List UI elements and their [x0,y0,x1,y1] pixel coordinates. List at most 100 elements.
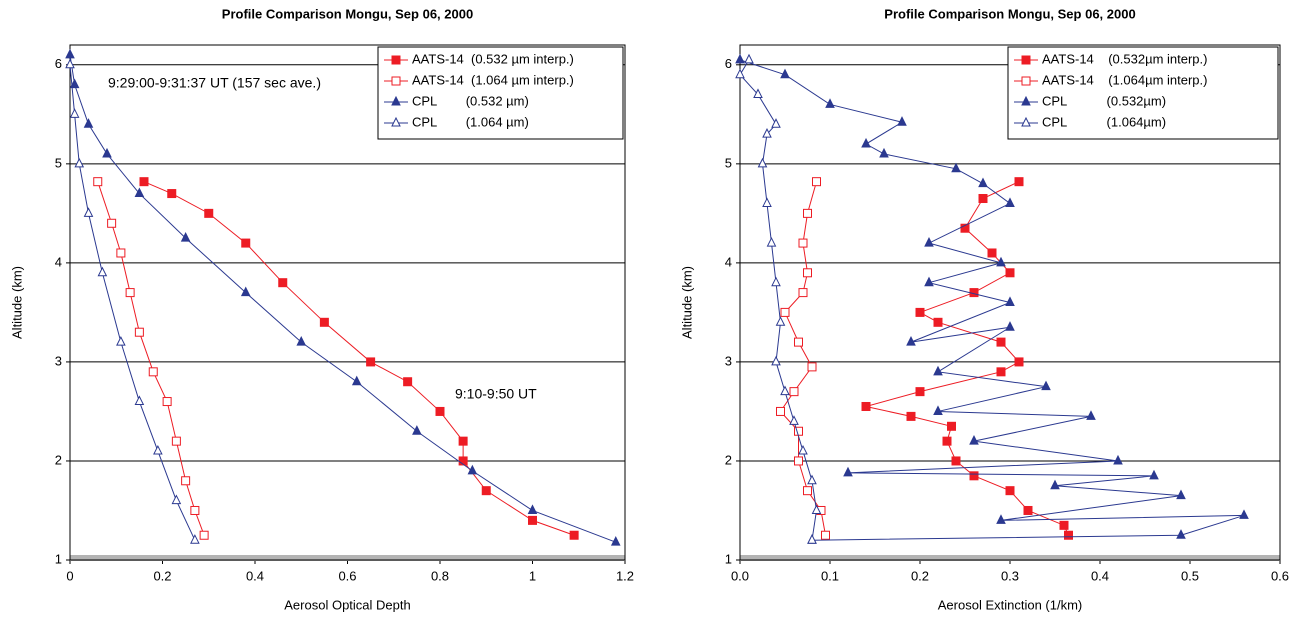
data-point [811,504,822,514]
data-point [351,375,362,386]
data-point [1005,296,1015,306]
data-point [481,486,491,496]
data-point [403,377,413,387]
data-point [843,466,853,477]
data-point [861,401,871,411]
plot-frame [739,44,1281,561]
data-point [1014,357,1024,367]
x-tick-label: 0.5 [1181,568,1199,583]
data-point [924,236,934,247]
data-point [762,128,772,138]
data-point [528,515,537,525]
data-point [794,456,803,466]
legend-marker [391,116,401,127]
legend-box [1007,46,1279,140]
data-point [798,288,808,298]
data-point [947,421,956,431]
x-axis-label: Aerosol Optical Depth [284,597,410,612]
data-point [812,177,821,187]
data-point [762,197,772,207]
data-point [125,288,135,298]
data-point [102,147,112,158]
data-point [996,337,1006,347]
data-point [789,387,799,397]
data-point [951,162,961,173]
y-tick-label: 4 [55,254,62,269]
data-point [240,286,251,297]
data-point [1005,321,1015,331]
y-tick-label: 1 [725,551,732,566]
data-point [969,435,979,445]
x-tick-label: 0.3 [1001,568,1019,583]
data-point [771,276,781,287]
y-axis-label: Altitude (km) [679,266,694,339]
data-point [978,194,988,204]
chart-title: Profile Comparison Mongu, Sep 06, 2000 [222,6,473,21]
data-point [879,147,889,158]
data-point [204,208,214,218]
data-point [780,307,790,317]
legend-label: AATS-14 (1.064µm interp.) [1042,72,1207,87]
data-point [134,327,144,337]
legend-box [377,46,624,140]
data-point [1014,177,1024,187]
data-point [771,118,781,128]
data-point [412,425,422,435]
data-point [794,337,803,347]
data-point [780,385,790,396]
data-point [861,137,871,148]
data-point [1113,454,1123,465]
x-tick-label: 0.8 [431,568,449,583]
data-point [1005,486,1015,496]
legend-label: AATS-14 (0.532 µm interp.) [412,51,574,66]
data-point [771,355,781,366]
data-point [278,278,288,288]
data-point [775,316,786,326]
data-point [1005,268,1015,278]
data-point [116,248,126,258]
annotation: 9:10-9:50 UT [455,386,537,402]
legend-label: CPL (0.532µm) [1042,93,1166,108]
data-point [1064,530,1073,540]
data-point [807,534,817,544]
data-point [181,476,191,486]
data-point [199,530,209,540]
legend-marker [391,55,401,65]
data-point [171,436,181,446]
legend-marker [1021,55,1031,65]
y-tick-label: 2 [55,452,62,467]
data-point [1086,410,1096,420]
x-tick-label: 0.4 [1091,568,1109,583]
data-point [139,177,149,187]
data-point [996,367,1006,377]
x-tick-label: 0.1 [821,568,839,583]
data-point [190,505,200,515]
data-point [803,268,812,278]
data-point [134,395,145,406]
legend-label: CPL (0.532 µm) [412,93,529,108]
data-point [107,218,117,228]
data-point [915,307,925,317]
data-point [65,58,75,69]
data-point [319,317,329,327]
data-point [296,335,307,346]
data-point [996,514,1006,524]
data-point [1041,380,1051,391]
data-point [116,335,126,346]
data-point [744,53,754,64]
x-tick-label: 0.4 [246,568,264,583]
y-tick-label: 3 [725,353,732,368]
data-point [69,108,80,118]
data-point [803,486,812,496]
legend-label: AATS-14 (0.532µm interp.) [1042,51,1207,66]
data-point [1176,529,1186,539]
data-point [933,405,943,415]
data-point [69,78,80,89]
x-tick-label: 0.2 [911,568,929,583]
legend-label: CPL (1.064 µm) [412,114,529,129]
data-point [93,177,103,187]
y-tick-label: 6 [55,56,62,71]
data-point [1239,509,1249,519]
data-point [1149,469,1159,480]
